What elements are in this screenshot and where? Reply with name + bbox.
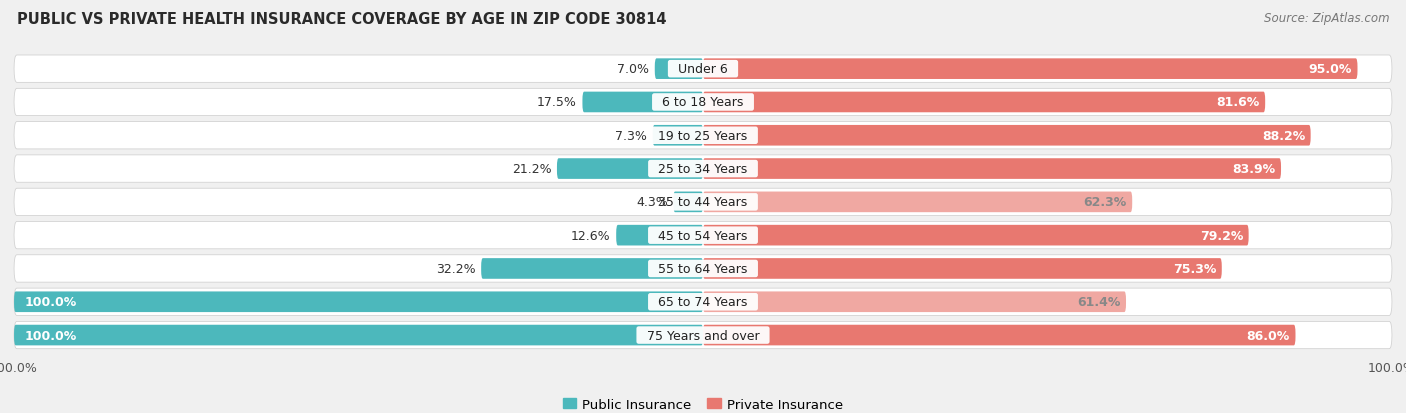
FancyBboxPatch shape [703,292,1126,312]
Text: 7.0%: 7.0% [617,63,650,76]
Text: 12.6%: 12.6% [571,229,610,242]
FancyBboxPatch shape [616,225,703,246]
FancyBboxPatch shape [481,259,703,279]
Text: 19 to 25 Years: 19 to 25 Years [651,129,755,142]
Text: 75.3%: 75.3% [1173,262,1216,275]
Legend: Public Insurance, Private Insurance: Public Insurance, Private Insurance [557,392,849,413]
FancyBboxPatch shape [703,159,1281,179]
FancyBboxPatch shape [703,126,1310,146]
FancyBboxPatch shape [14,255,1392,282]
Text: 86.0%: 86.0% [1247,329,1289,342]
FancyBboxPatch shape [673,192,703,213]
Text: 17.5%: 17.5% [537,96,576,109]
FancyBboxPatch shape [14,288,1392,316]
Text: 32.2%: 32.2% [436,262,475,275]
Text: 62.3%: 62.3% [1084,196,1126,209]
FancyBboxPatch shape [14,89,1392,116]
Text: 7.3%: 7.3% [616,129,647,142]
FancyBboxPatch shape [703,59,1358,80]
Text: PUBLIC VS PRIVATE HEALTH INSURANCE COVERAGE BY AGE IN ZIP CODE 30814: PUBLIC VS PRIVATE HEALTH INSURANCE COVER… [17,12,666,27]
FancyBboxPatch shape [703,259,1222,279]
FancyBboxPatch shape [652,126,703,146]
Text: 83.9%: 83.9% [1233,163,1275,176]
FancyBboxPatch shape [14,156,1392,183]
FancyBboxPatch shape [655,59,703,80]
Text: 35 to 44 Years: 35 to 44 Years [651,196,755,209]
Text: 100.0%: 100.0% [24,329,77,342]
FancyBboxPatch shape [703,192,1132,213]
Text: 75 Years and over: 75 Years and over [638,329,768,342]
FancyBboxPatch shape [14,222,1392,249]
Text: 21.2%: 21.2% [512,163,551,176]
FancyBboxPatch shape [14,322,1392,349]
Text: 79.2%: 79.2% [1199,229,1243,242]
Text: 61.4%: 61.4% [1077,296,1121,309]
Text: 45 to 54 Years: 45 to 54 Years [651,229,755,242]
Text: 25 to 34 Years: 25 to 34 Years [651,163,755,176]
FancyBboxPatch shape [14,292,703,312]
Text: 95.0%: 95.0% [1309,63,1353,76]
FancyBboxPatch shape [582,93,703,113]
Text: 55 to 64 Years: 55 to 64 Years [651,262,755,275]
Text: Source: ZipAtlas.com: Source: ZipAtlas.com [1264,12,1389,25]
Text: 4.3%: 4.3% [636,196,668,209]
Text: 100.0%: 100.0% [24,296,77,309]
FancyBboxPatch shape [14,325,703,346]
Text: 65 to 74 Years: 65 to 74 Years [651,296,755,309]
FancyBboxPatch shape [703,225,1249,246]
Text: 81.6%: 81.6% [1216,96,1260,109]
FancyBboxPatch shape [703,93,1265,113]
FancyBboxPatch shape [703,325,1295,346]
Text: 88.2%: 88.2% [1261,129,1305,142]
Text: 6 to 18 Years: 6 to 18 Years [654,96,752,109]
FancyBboxPatch shape [14,56,1392,83]
Text: Under 6: Under 6 [671,63,735,76]
FancyBboxPatch shape [557,159,703,179]
FancyBboxPatch shape [14,189,1392,216]
FancyBboxPatch shape [14,122,1392,150]
